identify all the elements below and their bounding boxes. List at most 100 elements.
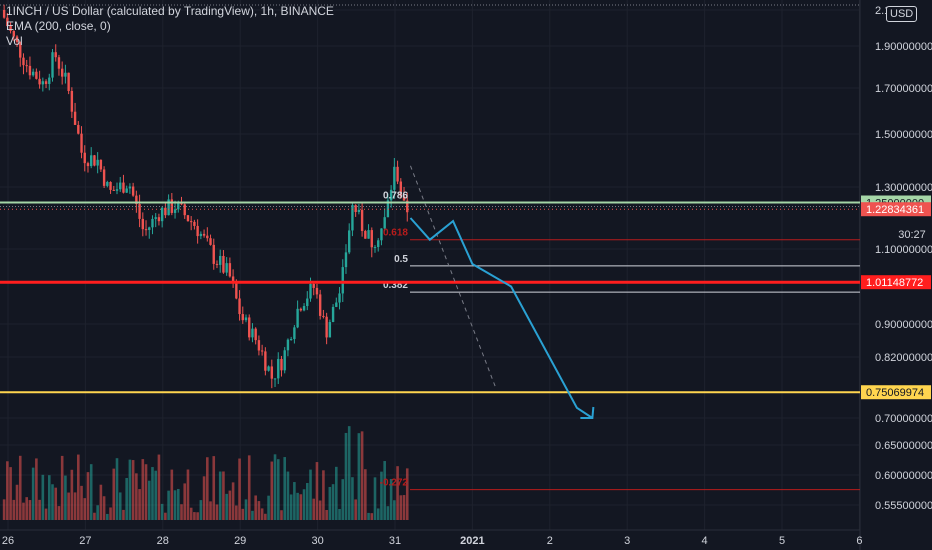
candle-body — [157, 217, 161, 222]
candle-body — [219, 255, 222, 265]
volume-bar — [70, 469, 74, 520]
candle-body — [151, 218, 154, 228]
volume-bar — [160, 503, 164, 520]
candle-body — [122, 182, 125, 193]
volume-bar — [367, 512, 370, 520]
volume-bar — [41, 474, 45, 520]
candle-body — [6, 17, 9, 27]
volume-bar — [289, 494, 293, 520]
symbol-title[interactable]: 1INCH / US Dollar (calculated by Trading… — [6, 4, 334, 18]
candle-body — [370, 230, 373, 248]
candle-body — [273, 378, 277, 380]
volume-indicator-label[interactable]: Vol — [6, 34, 23, 48]
volume-bar — [396, 466, 399, 520]
time-tick-label: 4 — [702, 535, 708, 547]
candle-body — [148, 227, 151, 230]
volume-bar — [341, 479, 345, 520]
volume-bar — [318, 500, 322, 520]
time-tick-label: 29 — [234, 535, 246, 547]
candle-body — [77, 124, 80, 134]
volume-bar — [183, 483, 187, 520]
candle-body — [293, 327, 296, 340]
volume-bar — [35, 458, 38, 520]
volume-bar — [380, 471, 383, 520]
volume-bar — [80, 485, 83, 520]
time-tick-label: 5 — [779, 535, 785, 547]
volume-bar — [31, 467, 35, 520]
candle-body — [389, 189, 393, 201]
ema-indicator-label[interactable]: EMA (200, close, 0) — [6, 19, 111, 33]
fib-level-label: 0.786 — [383, 191, 408, 202]
candle-body — [83, 152, 86, 164]
candle-body — [302, 306, 306, 311]
price-axis-label: 1.22834361 — [866, 204, 924, 216]
candle-body — [12, 30, 16, 37]
price-tick-label: 1.30000000 — [875, 182, 932, 194]
volume-bar — [128, 459, 132, 520]
volume-bar — [112, 468, 116, 520]
volume-bar — [360, 431, 364, 520]
volume-bar — [157, 454, 161, 520]
volume-bar — [106, 513, 109, 520]
price-tick-label: 1.90000000 — [875, 41, 932, 53]
candle-body — [28, 65, 32, 76]
volume-bar — [209, 501, 212, 520]
volume-bar — [260, 508, 264, 520]
candle-body — [325, 316, 328, 338]
volume-bar — [170, 469, 174, 520]
candle-body — [367, 230, 370, 239]
volume-bar — [193, 512, 196, 520]
candle-body — [254, 328, 257, 341]
volume-bar — [328, 486, 332, 520]
candle-body — [360, 209, 364, 231]
volume-bar — [383, 461, 386, 520]
currency-button[interactable]: USD — [886, 6, 918, 22]
price-tick-label: 1.10000000 — [875, 244, 932, 256]
candle-body — [183, 204, 186, 216]
volume-bar — [393, 500, 396, 520]
time-tick-label: 26 — [2, 535, 14, 547]
volume-bar — [57, 506, 61, 520]
candle-body — [9, 26, 12, 31]
volume-bar — [176, 488, 180, 520]
candle-body — [109, 181, 112, 190]
candle-body — [19, 41, 22, 58]
candle-body — [128, 186, 132, 189]
volume-bar — [86, 472, 90, 520]
candle-body — [112, 189, 115, 191]
volume-bar — [338, 508, 341, 520]
volume-bar — [102, 496, 106, 520]
candle-body — [141, 218, 145, 230]
candle-body — [286, 339, 290, 351]
fib-level-label: 0.382 — [383, 280, 408, 291]
candle-body — [277, 358, 280, 379]
candle-body — [199, 233, 203, 237]
price-tick-label: 1.70000000 — [875, 83, 932, 95]
volume-bar — [335, 466, 338, 520]
price-tick-label: 0.90000000 — [875, 319, 932, 331]
candle-body — [167, 199, 170, 216]
fib-level-label: 0.5 — [394, 254, 408, 265]
volume-bar — [296, 492, 299, 520]
candle-body — [189, 221, 193, 223]
volume-bar — [347, 426, 351, 520]
volume-bar — [202, 476, 206, 520]
dashed-trend-line — [410, 165, 497, 388]
volume-bar — [276, 459, 280, 520]
volume-bar — [122, 509, 125, 520]
candle-body — [31, 71, 35, 76]
candle-body — [60, 68, 64, 77]
volume-bar — [54, 487, 58, 520]
price-axis-label: 0.75069974 — [866, 387, 924, 399]
candle-body — [228, 263, 232, 277]
candle-body — [177, 202, 180, 210]
candle-body — [2, 10, 6, 18]
price-tick-label: 1.50000000 — [875, 129, 932, 141]
fib-level-label: -0.272 — [380, 478, 409, 489]
candle-body — [22, 57, 25, 66]
price-axis-label-bg — [861, 275, 931, 290]
candle-body — [215, 263, 219, 265]
candle-body — [222, 255, 225, 273]
candle-body — [267, 366, 270, 371]
